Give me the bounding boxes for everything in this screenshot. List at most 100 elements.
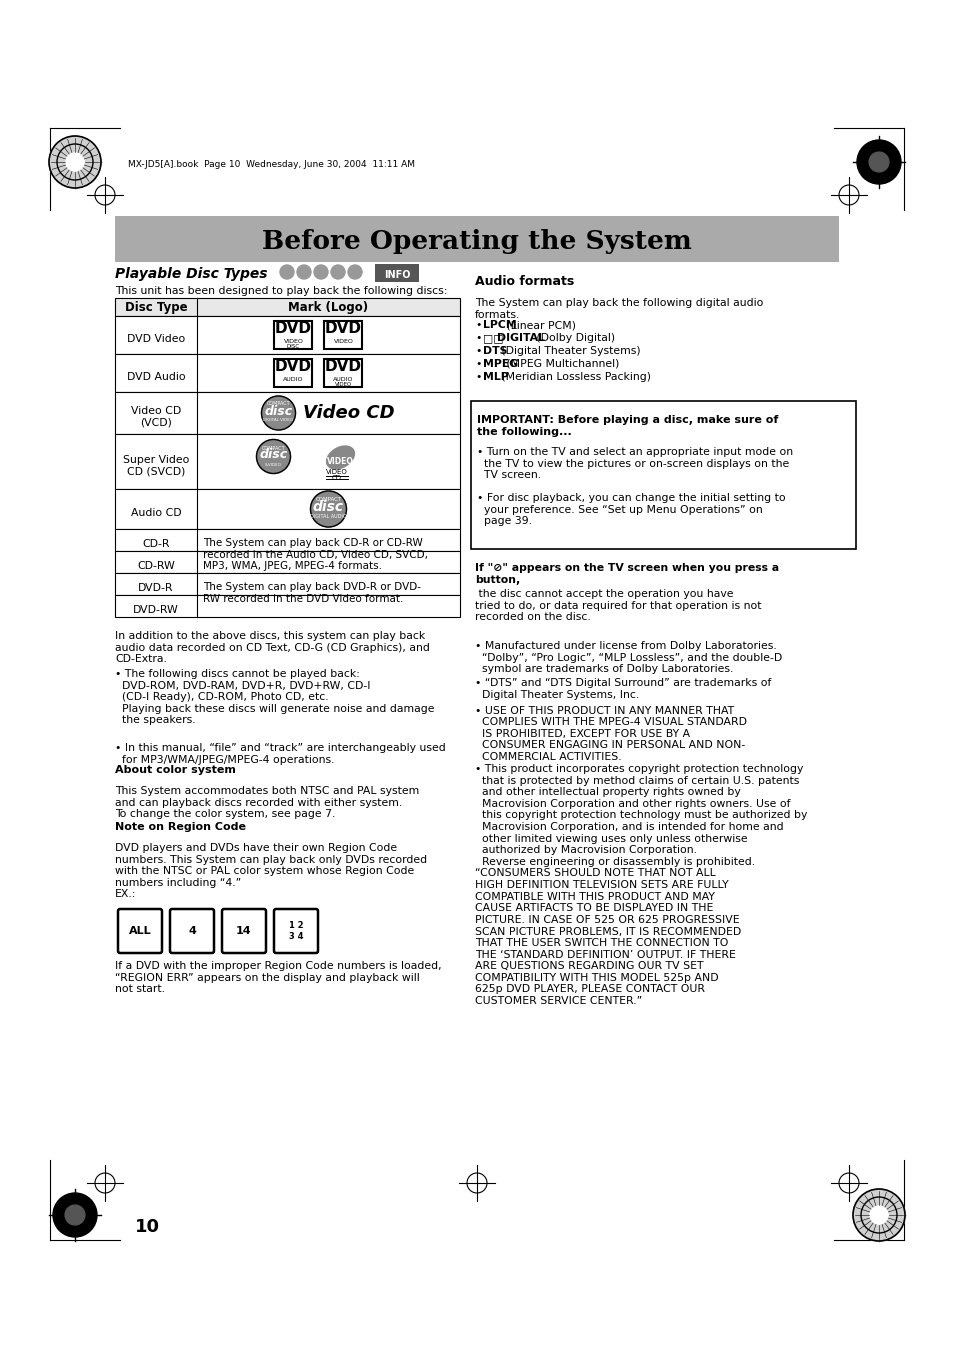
Bar (115, 392, 459, 434)
FancyBboxPatch shape (222, 909, 266, 952)
Bar (324, 322, 362, 349)
Text: CD-R: CD-R (142, 539, 170, 549)
Text: DVD-RW: DVD-RW (133, 605, 178, 615)
Text: disc: disc (264, 405, 293, 417)
Circle shape (348, 265, 361, 280)
Circle shape (331, 265, 345, 280)
Circle shape (66, 153, 84, 172)
Text: This unit has been designed to play back the following discs:: This unit has been designed to play back… (115, 286, 447, 296)
Text: VIDEO: VIDEO (283, 339, 303, 345)
Text: If "⊘" appears on the TV screen when you press a
button,: If "⊘" appears on the TV screen when you… (475, 563, 779, 585)
Text: VIDEO: VIDEO (335, 382, 352, 386)
Text: • USE OF THIS PRODUCT IN ANY MANNER THAT
  COMPLIES WITH THE MPEG-4 VISUAL STAND: • USE OF THIS PRODUCT IN ANY MANNER THAT… (475, 705, 746, 762)
Text: 4: 4 (188, 925, 195, 936)
Text: disc: disc (259, 449, 287, 462)
Bar (274, 359, 313, 386)
Text: Before Operating the System: Before Operating the System (262, 230, 691, 254)
Text: The System can play back CD-R or CD-RW
recorded in the Audio CD, Video CD, SVCD,: The System can play back CD-R or CD-RW r… (203, 538, 428, 571)
Bar (375, 263, 418, 282)
Bar (115, 316, 459, 354)
Text: ALL: ALL (129, 925, 152, 936)
Bar (115, 434, 459, 489)
FancyBboxPatch shape (274, 909, 317, 952)
Text: COMPACT: COMPACT (261, 446, 285, 451)
Text: • For disc playback, you can change the initial setting to
  your preference. Se: • For disc playback, you can change the … (476, 493, 785, 526)
Text: •: • (475, 359, 481, 369)
Text: DVD Video: DVD Video (127, 334, 185, 345)
Circle shape (49, 136, 101, 188)
Text: DTS: DTS (482, 346, 507, 357)
Text: Note on Region Code: Note on Region Code (115, 821, 246, 832)
Text: “CONSUMERS SHOULD NOTE THAT NOT ALL
HIGH DEFINITION TELEVISION SETS ARE FULLY
CO: “CONSUMERS SHOULD NOTE THAT NOT ALL HIGH… (475, 869, 740, 1006)
Text: COMPACT: COMPACT (267, 401, 290, 407)
Text: MLP: MLP (482, 372, 508, 382)
Bar (115, 551, 459, 573)
Circle shape (280, 265, 294, 280)
Text: Disc Type: Disc Type (125, 301, 187, 313)
Text: INFO: INFO (383, 270, 410, 280)
Circle shape (856, 141, 900, 184)
Bar (115, 573, 459, 594)
Text: MPEG: MPEG (482, 359, 517, 369)
Text: Audio formats: Audio formats (475, 276, 574, 288)
Text: DVD: DVD (274, 359, 312, 374)
Text: • “DTS” and “DTS Digital Surround” are trademarks of
  Digital Theater Systems, : • “DTS” and “DTS Digital Surround” are t… (475, 678, 771, 700)
Circle shape (65, 1205, 85, 1225)
Text: • Manufactured under license from Dolby Laboratories.
  “Dolby”, “Pro Logic”, “M: • Manufactured under license from Dolby … (475, 640, 781, 674)
Text: DVD Audio: DVD Audio (127, 372, 185, 382)
Text: DIGITAL AUDIO: DIGITAL AUDIO (310, 513, 347, 519)
Text: •: • (475, 346, 481, 357)
Text: the disc cannot accept the operation you have
tried to do, or data required for : the disc cannot accept the operation you… (475, 589, 760, 623)
Text: • The following discs cannot be played back:
  DVD-ROM, DVD-RAM, DVD+R, DVD+RW, : • The following discs cannot be played b… (115, 669, 434, 725)
Text: 1 2
3 4: 1 2 3 4 (289, 921, 303, 940)
Text: Playable Disc Types: Playable Disc Types (115, 267, 267, 281)
Text: 14: 14 (236, 925, 252, 936)
Text: Video CD
(VCD): Video CD (VCD) (131, 407, 181, 428)
Text: DVD: DVD (325, 322, 361, 336)
Text: COMPACT: COMPACT (315, 497, 341, 503)
Text: •: • (475, 372, 481, 382)
Bar (324, 359, 362, 386)
Text: Video CD: Video CD (302, 404, 394, 422)
Bar (115, 354, 459, 392)
Text: VIDEO: VIDEO (327, 457, 354, 466)
Text: (Meridian Lossless Packing): (Meridian Lossless Packing) (497, 372, 651, 382)
Text: DVD: DVD (274, 322, 312, 336)
Circle shape (310, 490, 346, 527)
Text: DISC: DISC (287, 345, 300, 349)
Text: VIDEO: VIDEO (325, 469, 347, 474)
Text: (Linear PCM): (Linear PCM) (502, 320, 576, 330)
Text: IMPORTANT: Before playing a disc, make sure of
the following...: IMPORTANT: Before playing a disc, make s… (476, 415, 778, 436)
Text: •: • (475, 320, 481, 330)
Text: (Dolby Digital): (Dolby Digital) (532, 332, 614, 343)
Text: If a DVD with the improper Region Code numbers is loaded,
“REGION ERR” appears o: If a DVD with the improper Region Code n… (115, 961, 441, 994)
Bar (115, 594, 459, 617)
Text: DVD players and DVDs have their own Region Code
numbers. This System can play ba: DVD players and DVDs have their own Regi… (115, 843, 427, 900)
Text: This System accommodates both NTSC and PAL system
and can playback discs recorde: This System accommodates both NTSC and P… (115, 786, 418, 819)
Circle shape (868, 153, 888, 172)
Text: •: • (475, 332, 481, 343)
Text: disc: disc (313, 500, 344, 513)
Text: DVD: DVD (325, 359, 361, 374)
Text: S-VIDEO: S-VIDEO (265, 463, 282, 467)
Circle shape (869, 1206, 887, 1224)
Text: About color system: About color system (115, 765, 235, 775)
Bar (318, 443, 363, 484)
Text: • Turn on the TV and select an appropriate input mode on
  the TV to view the pi: • Turn on the TV and select an appropria… (476, 447, 792, 480)
Text: (MPEG Multichannel): (MPEG Multichannel) (502, 359, 618, 369)
Text: DIGITAL VIDEO: DIGITAL VIDEO (263, 417, 294, 422)
Ellipse shape (326, 446, 355, 469)
Text: In addition to the above discs, this system can play back
audio data recorded on: In addition to the above discs, this sys… (115, 631, 430, 665)
Circle shape (256, 439, 291, 473)
Bar (115, 299, 459, 316)
Bar (274, 322, 313, 349)
Bar (115, 216, 838, 262)
Circle shape (852, 1189, 904, 1242)
Text: LPCM: LPCM (482, 320, 517, 330)
Circle shape (53, 1193, 97, 1238)
Text: DIGITAL: DIGITAL (497, 332, 545, 343)
Circle shape (296, 265, 311, 280)
Text: VIDEO: VIDEO (334, 339, 353, 345)
FancyBboxPatch shape (170, 909, 213, 952)
Bar (115, 530, 459, 551)
